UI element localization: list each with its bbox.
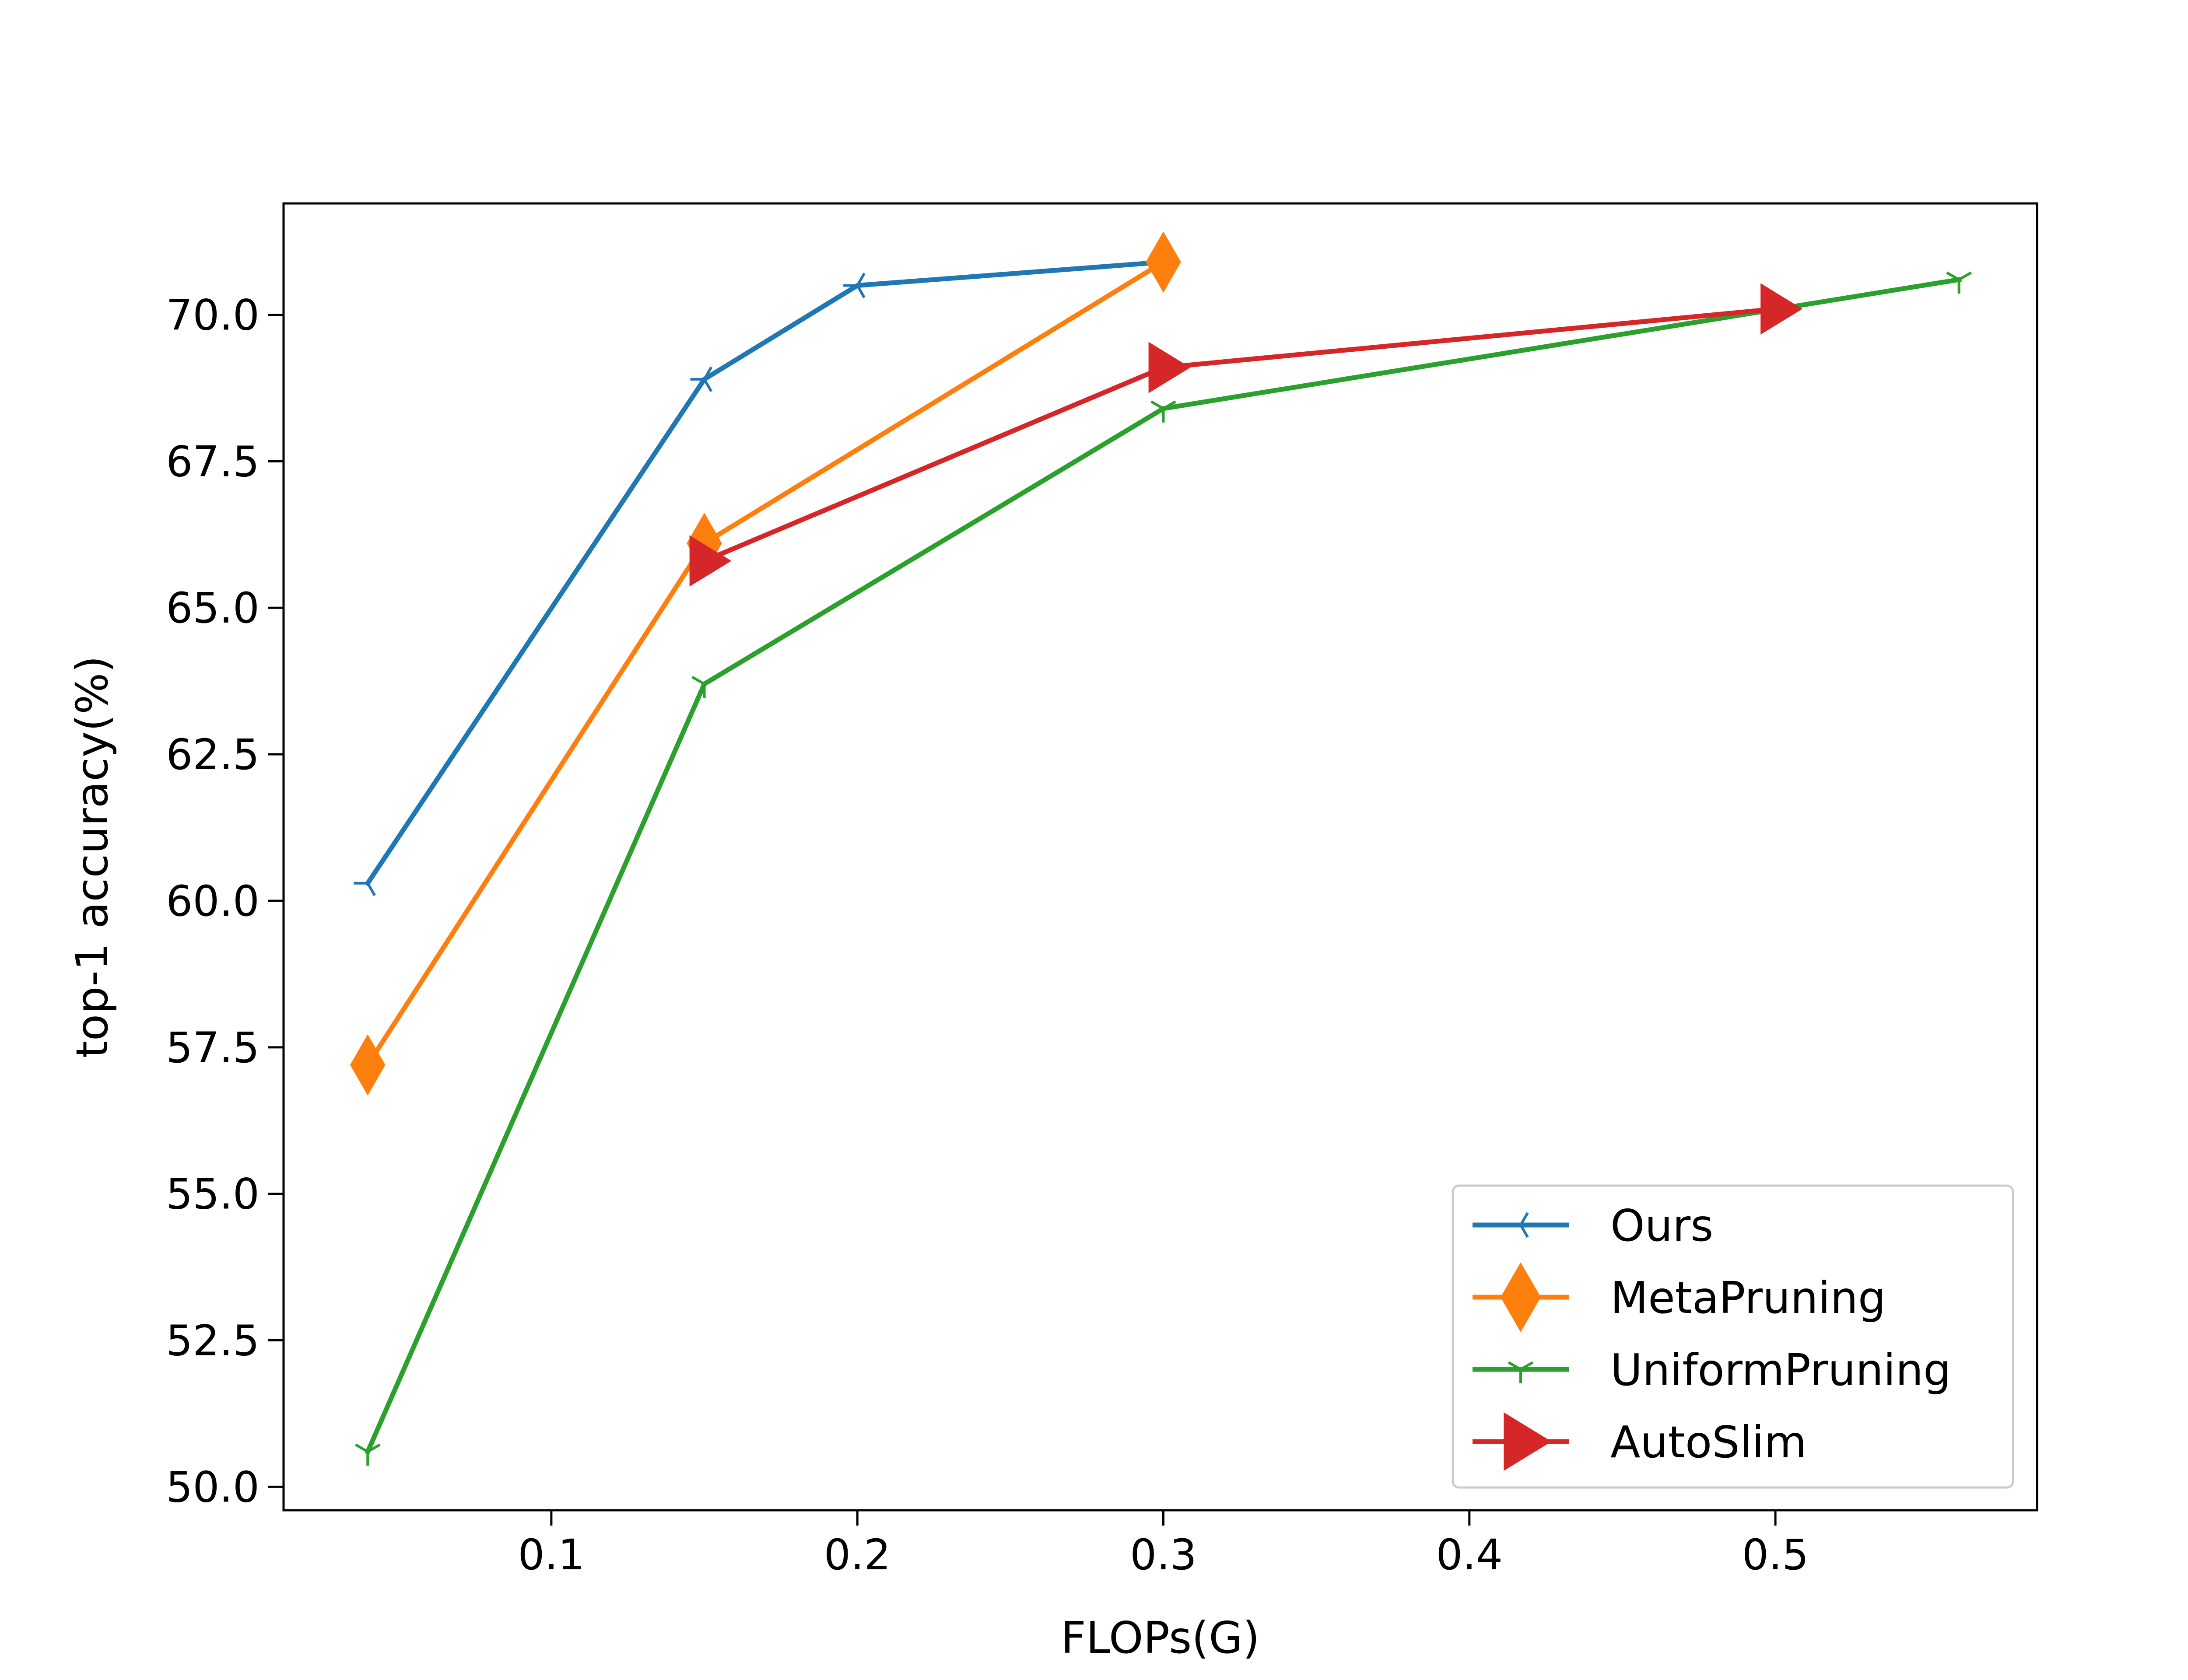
series-uniformpruning (354, 271, 1972, 1466)
y-tick-label: 65.0 (166, 584, 259, 633)
data-point-diamond (1146, 231, 1181, 293)
series-line (365, 276, 1962, 1455)
legend-item: AutoSlim (1473, 1412, 1807, 1471)
y-tick-label: 57.5 (166, 1023, 259, 1072)
plot-frame (282, 202, 2038, 1512)
data-point-tri (1507, 1212, 1529, 1238)
series-layer (350, 231, 1972, 1466)
x-tick-label: 0.1 (518, 1530, 585, 1579)
legend-label: Ours (1610, 1200, 1713, 1251)
data-point-triangle (1760, 283, 1802, 335)
data-point-tri (1508, 1361, 1534, 1383)
x-axis-label: FLOPs(G) (1061, 1612, 1260, 1663)
y-tick-label: 70.0 (166, 290, 259, 340)
x-tick-label: 0.2 (824, 1530, 891, 1579)
data-point-tri (1946, 271, 1972, 294)
data-point-diamond (1500, 1262, 1541, 1332)
x-tick-label: 0.5 (1742, 1530, 1809, 1579)
series-line (364, 259, 1166, 887)
legend-item: UniformPruning (1473, 1344, 1951, 1396)
data-point-tri (690, 366, 713, 392)
y-tick-label: 67.5 (166, 437, 259, 486)
y-tick-label: 55.0 (166, 1170, 259, 1219)
data-point-tri (354, 1443, 381, 1466)
data-point-diamond (350, 1034, 386, 1096)
legend-item: Ours (1473, 1200, 1713, 1251)
data-point-tri (691, 676, 717, 698)
legend-label: AutoSlim (1610, 1417, 1807, 1468)
y-axis-label: top-1 accuracy(%) (67, 656, 118, 1058)
data-point-tri (843, 273, 866, 298)
x-axis: 0.1 0.2 0.3 0.4 0.5 (518, 1510, 1809, 1579)
x-tick-label: 0.4 (1436, 1530, 1503, 1579)
legend-box (1452, 1184, 2014, 1489)
data-point-triangle (689, 535, 732, 587)
legend-label: UniformPruning (1610, 1344, 1951, 1396)
data-point-tri (1150, 400, 1176, 423)
legend-item: MetaPruning (1473, 1262, 1886, 1332)
x-tick-label: 0.3 (1130, 1530, 1197, 1579)
y-tick-label: 60.0 (166, 877, 259, 926)
data-point-tri (354, 870, 376, 896)
legend: Ours MetaPruning UniformPruning AutoSlim (1452, 1184, 2014, 1489)
y-tick-label: 50.0 (166, 1463, 259, 1512)
y-tick-label: 52.5 (166, 1316, 259, 1365)
series-metapruning (350, 231, 1181, 1096)
y-axis: 50.0 52.5 55.0 57.5 60.0 62.5 65.0 67.5 70.0 (166, 290, 284, 1512)
data-point-triangle (1504, 1412, 1552, 1471)
legend-label: MetaPruning (1610, 1272, 1886, 1323)
data-point-triangle (1148, 342, 1191, 393)
series-autoslim (689, 283, 1802, 587)
y-tick-label: 62.5 (166, 730, 259, 779)
